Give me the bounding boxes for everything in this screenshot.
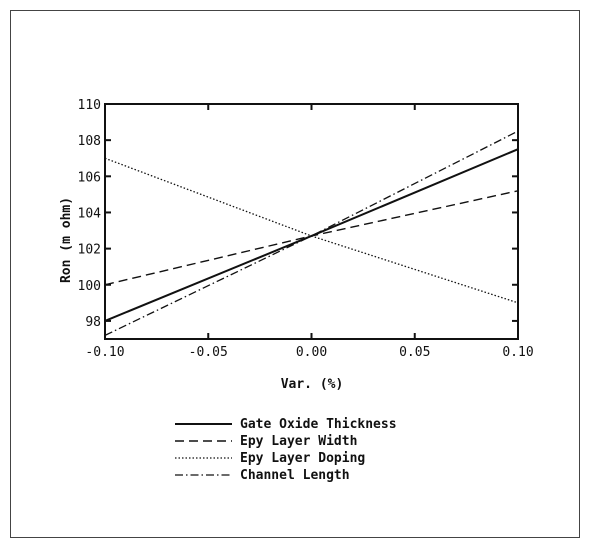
y-tick-label: 110 (78, 98, 101, 113)
series-line-gate-oxide-thickness (104, 148, 519, 322)
x-tick-label: -0.05 (189, 345, 228, 360)
plot-area (104, 103, 519, 340)
x-axis-ticks: -0.10 -0.05 0.00 0.05 0.10 (85, 104, 534, 360)
x-axis-label: Var. (%) (281, 377, 344, 392)
x-tick-label: 0.00 (296, 345, 327, 360)
legend-entry: Channel Length (240, 468, 350, 483)
y-tick-label: 100 (78, 279, 101, 294)
x-tick-label: -0.10 (85, 345, 124, 360)
legend-entry: Epy Layer Width (240, 434, 357, 449)
series-line-epy-layer-doping (104, 157, 519, 304)
legend-entry: Epy Layer Doping (240, 451, 365, 466)
y-axis-label: Ron (m ohm) (59, 197, 74, 283)
legend: Gate Oxide Thickness Epy Layer Width Epy L… (175, 417, 397, 483)
y-tick-label: 108 (78, 134, 101, 149)
x-tick-label: 0.10 (502, 345, 533, 360)
y-tick-label: 104 (78, 206, 102, 221)
chart-frame (10, 10, 580, 538)
y-tick-label: 102 (78, 243, 101, 258)
series-line-epy-layer-width (104, 190, 519, 286)
y-axis-ticks: 98 100 102 104 106 108 110 (78, 98, 518, 330)
plot-border (104, 103, 519, 340)
y-tick-label: 98 (85, 315, 101, 330)
y-tick-label: 106 (78, 170, 101, 185)
legend-entry: Gate Oxide Thickness (240, 417, 397, 432)
x-tick-label: 0.05 (399, 345, 430, 360)
series-lines (104, 130, 519, 336)
series-line-channel-length (104, 130, 519, 336)
